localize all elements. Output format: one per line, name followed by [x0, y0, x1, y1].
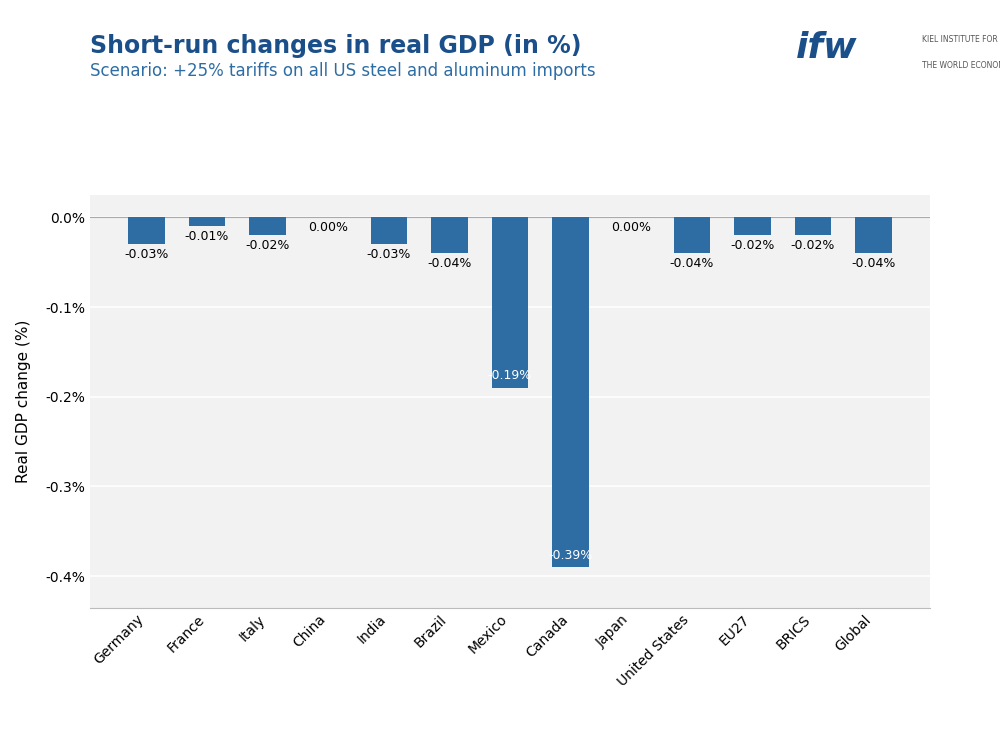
Text: -0.02%: -0.02% — [245, 239, 290, 252]
Text: -0.02%: -0.02% — [730, 239, 775, 252]
Bar — [189, 217, 225, 226]
Text: ifw: ifw — [796, 31, 857, 65]
Text: -0.39%: -0.39% — [548, 549, 593, 562]
Text: 0.00%: 0.00% — [611, 221, 651, 234]
Text: -0.01%: -0.01% — [185, 230, 229, 243]
Text: Source: Own calculations, March 11, 2025: Source: Own calculations, March 11, 2025 — [20, 714, 380, 729]
Bar — [734, 217, 771, 236]
Bar — [371, 217, 407, 244]
Text: THE WORLD ECONOMY: THE WORLD ECONOMY — [922, 62, 1000, 70]
Text: -0.02%: -0.02% — [791, 239, 835, 252]
Bar — [249, 217, 286, 236]
Text: Short-run changes in real GDP (in %): Short-run changes in real GDP (in %) — [90, 34, 582, 58]
Bar — [552, 217, 589, 567]
Text: KIEL INSTITUTE FOR: KIEL INSTITUTE FOR — [922, 34, 997, 44]
Bar — [431, 217, 468, 254]
Text: -0.03%: -0.03% — [124, 248, 169, 261]
Bar — [855, 217, 892, 254]
Y-axis label: Real GDP change (%): Real GDP change (%) — [16, 320, 31, 483]
Text: -0.04%: -0.04% — [670, 256, 714, 270]
Text: KITE Model: KITE Model — [858, 712, 980, 731]
Text: -0.03%: -0.03% — [367, 248, 411, 261]
Bar — [674, 217, 710, 254]
Text: 0.00%: 0.00% — [308, 221, 348, 234]
Text: -0.04%: -0.04% — [427, 256, 472, 270]
Text: -0.19%: -0.19% — [488, 370, 532, 382]
Bar — [128, 217, 165, 244]
Bar — [795, 217, 831, 236]
Text: Scenario: +25% tariffs on all US steel and aluminum imports: Scenario: +25% tariffs on all US steel a… — [90, 62, 596, 80]
Bar — [492, 217, 528, 388]
Text: -0.04%: -0.04% — [851, 256, 896, 270]
